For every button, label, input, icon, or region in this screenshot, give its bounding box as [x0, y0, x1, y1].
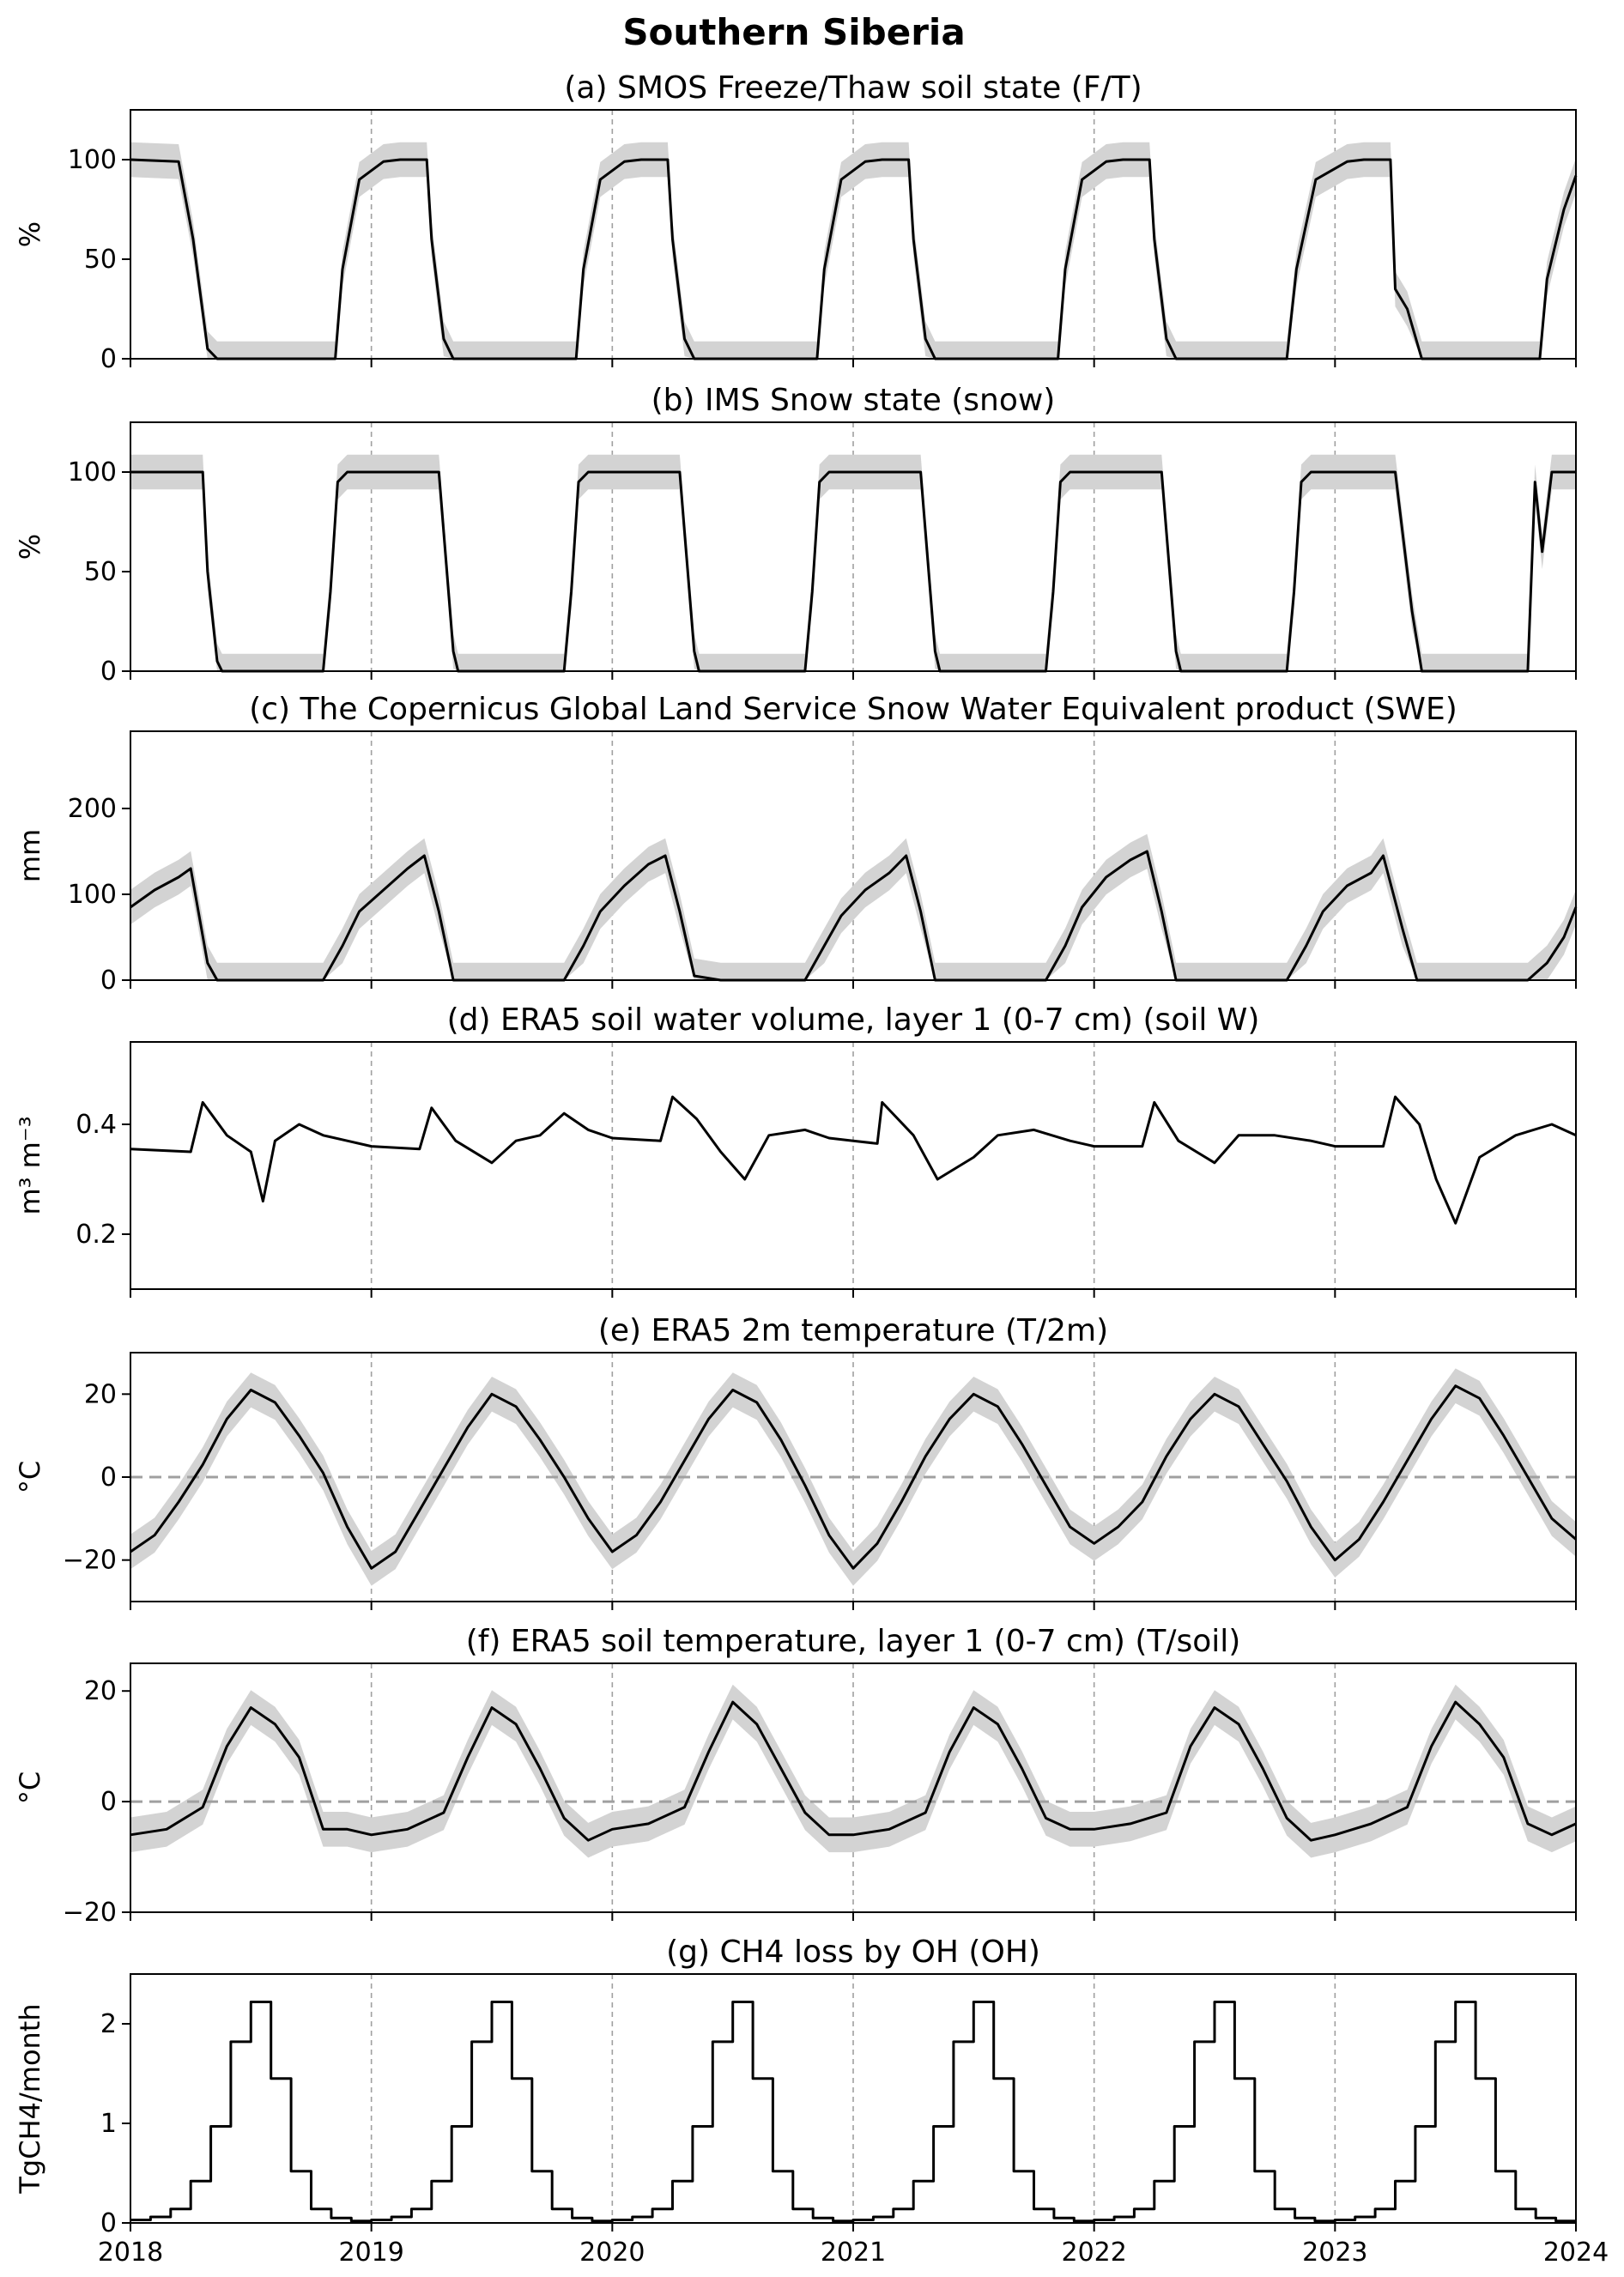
- y-tick-label: 50: [84, 245, 117, 275]
- panel-title: (f) ERA5 soil temperature, layer 1 (0-7 …: [466, 1624, 1241, 1659]
- y-tick-label: 0: [100, 2208, 117, 2238]
- y-tick-label: 0: [100, 344, 117, 374]
- series-line: [130, 1384, 1577, 1570]
- panel-title: (a) SMOS Freeze/Thaw soil state (F/T): [564, 70, 1142, 106]
- panel-title: (g) CH4 loss by OH (OH): [666, 1935, 1040, 1970]
- y-tick-label: 20: [84, 1379, 117, 1409]
- panel-title: (c) The Copernicus Global Land Service S…: [249, 692, 1457, 727]
- series-line: [130, 1700, 1577, 1842]
- spread-band: [130, 454, 1576, 671]
- panel-title: (e) ERA5 2m temperature (T/2m): [598, 1313, 1108, 1348]
- x-tick-label: 2019: [338, 2238, 403, 2268]
- panel-title: (b) IMS Snow state (snow): [651, 383, 1056, 418]
- y-tick-label: 0.2: [76, 1220, 117, 1250]
- y-axis-label: °C: [14, 1771, 46, 1804]
- y-tick-label: 0: [100, 657, 117, 687]
- y-axis-label: °C: [14, 1461, 46, 1493]
- y-tick-label: 2: [100, 2009, 117, 2039]
- panel-a: 0 50 100 (a) SMOS Freeze/Thaw soil state (F…: [14, 70, 1578, 374]
- y-tick-label: 0.4: [76, 1110, 117, 1140]
- y-tick-label: 0: [100, 1462, 117, 1493]
- panel-f: −20 0 20 (f) ERA5 soil temperature, layer 1…: [14, 1624, 1577, 1928]
- x-tick-label: 2022: [1061, 2238, 1126, 2268]
- y-axis-label: %: [14, 221, 46, 247]
- y-axis-label: m³ m⁻³: [14, 1116, 46, 1214]
- y-tick-label: 100: [68, 145, 117, 175]
- y-tick-label: 0: [100, 1787, 117, 1817]
- y-tick-label: 100: [68, 880, 117, 910]
- y-tick-label: 20: [84, 1676, 117, 1706]
- spread-band: [130, 833, 1576, 980]
- y-tick-label: −20: [63, 1898, 117, 1928]
- y-tick-label: 50: [84, 557, 117, 587]
- y-tick-label: 1: [100, 2109, 117, 2139]
- y-tick-label: 0: [100, 966, 117, 996]
- figure-title: Southern Siberia: [622, 11, 965, 53]
- panel-d: 0.2 0.4 (d) ERA5 soil water volume, layer …: [14, 1002, 1577, 1298]
- x-tick-label: 2018: [98, 2238, 163, 2268]
- panel-title: (d) ERA5 soil water volume, layer 1 (0-7…: [447, 1002, 1260, 1038]
- panel-e: −20 0 20 (e) ERA5 2m temperature (T/2m) °C: [14, 1313, 1577, 1610]
- y-axis-label: %: [14, 534, 46, 560]
- y-axis-label: TgCH4/month: [14, 2003, 46, 2194]
- series-line: [130, 470, 1576, 673]
- y-tick-label: −20: [63, 1546, 117, 1576]
- y-tick-label: 200: [68, 794, 117, 824]
- spread-band: [130, 142, 1576, 359]
- series-line: [130, 158, 1578, 360]
- x-tick-label: 2021: [821, 2238, 886, 2268]
- series-line: [130, 1095, 1577, 1225]
- spread-band: [130, 1684, 1576, 1858]
- x-tick-label: 2023: [1302, 2238, 1367, 2268]
- panel-b: 0 50 100 (b) IMS Snow state (snow)%: [14, 383, 1577, 687]
- series-line: [130, 2001, 1576, 2223]
- series-line: [130, 850, 1578, 982]
- y-tick-label: 100: [68, 457, 117, 487]
- x-tick-label: 2020: [579, 2238, 645, 2268]
- x-tick-label: 2024: [1543, 2238, 1609, 2268]
- y-axis-label: mm: [14, 829, 46, 882]
- panel-c: 0 100 200 (c) The Copernicus Global Land Se…: [14, 692, 1578, 996]
- panel-g: 0 1 2 2018 2019 2020 2021 2022 2023 2024 (g) CH4 l…: [14, 1935, 1609, 2268]
